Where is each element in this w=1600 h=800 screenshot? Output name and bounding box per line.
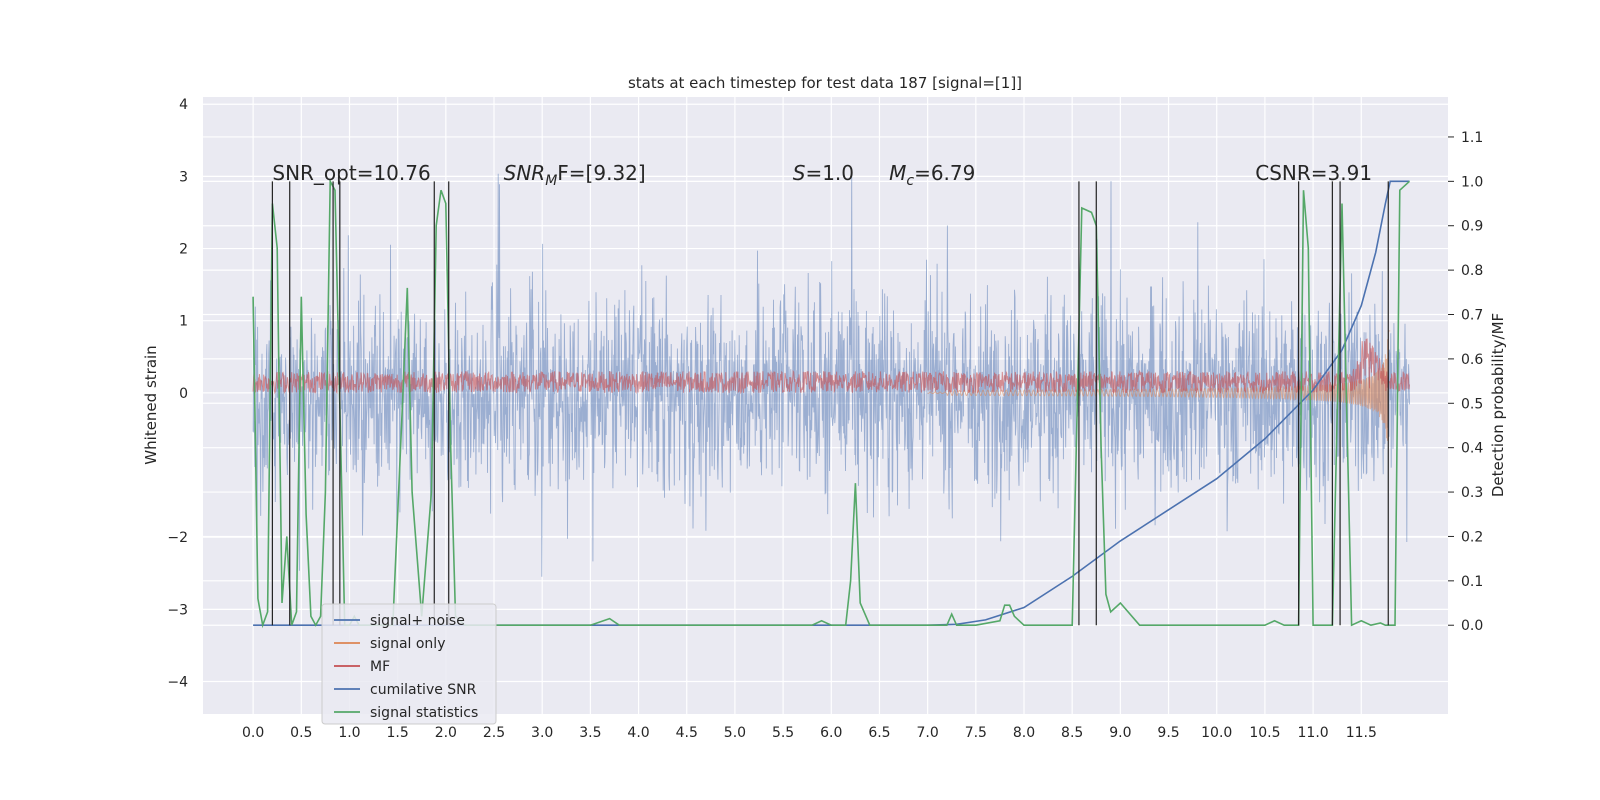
x-tick-label: 3.0 xyxy=(531,725,553,741)
x-tick-label: 9.0 xyxy=(1109,725,1131,741)
y2-tick-label: 0.6 xyxy=(1461,352,1483,368)
x-tick-label: 6.0 xyxy=(820,725,842,741)
x-tick-label: 10.5 xyxy=(1249,725,1280,741)
y2-tick-label: 0.4 xyxy=(1461,441,1483,457)
y2-tick-label: 1.1 xyxy=(1461,130,1483,146)
annotation-mc: Mc=6.79 xyxy=(889,161,975,189)
x-tick-label: 9.5 xyxy=(1157,725,1179,741)
vline-layer xyxy=(271,181,1389,626)
series-signal-noise xyxy=(252,168,1410,577)
chart-title: stats at each timestep for test data 187… xyxy=(628,74,1022,92)
series-cumulative-snr xyxy=(253,180,1410,626)
x-tick-label: 6.5 xyxy=(868,725,890,741)
x-tick-label: 2.0 xyxy=(435,725,457,741)
x-tick-label: 8.5 xyxy=(1061,725,1083,741)
x-tick-label: 8.0 xyxy=(1013,725,1035,741)
series-mf xyxy=(252,338,1410,395)
y-tick-label: −4 xyxy=(167,675,188,691)
legend-box xyxy=(321,603,497,725)
y2-tick-label: 0.2 xyxy=(1461,529,1483,545)
y-tick-label: 1 xyxy=(179,314,188,330)
series-signal-statistics xyxy=(252,178,1411,629)
y2-tick-label: 0.0 xyxy=(1461,618,1483,634)
y-tick-label: −2 xyxy=(167,530,188,546)
y-tick-label: 4 xyxy=(179,97,188,113)
x-tick-label: 1.5 xyxy=(387,725,409,741)
x-tick-label: 5.0 xyxy=(724,725,746,741)
legend-label: signal only xyxy=(370,636,445,652)
x-tick-label: 4.0 xyxy=(627,725,649,741)
grid-layer xyxy=(203,97,1448,714)
annotation-csnr: CSNR=3.91 xyxy=(1255,161,1372,185)
y2-tick-label: 1.0 xyxy=(1461,174,1483,190)
legend: signal+ noise signal only MF cumilative SNR… xyxy=(321,603,497,725)
y2-tick-label: 0.8 xyxy=(1461,263,1483,279)
legend-label: cumilative SNR xyxy=(370,682,477,698)
y-axis-label: Whitened strain xyxy=(142,345,160,464)
x-tick-label: 0.5 xyxy=(290,725,312,741)
annotation-snr_mf: SNRMF=[9.32] xyxy=(504,161,646,189)
y-tick-label: −3 xyxy=(167,602,188,618)
legend-label: MF xyxy=(370,659,390,675)
x-tick-label: 1.0 xyxy=(338,725,360,741)
x-tick-label: 7.5 xyxy=(965,725,987,741)
data-layer xyxy=(252,168,1411,629)
y-tick-label: 3 xyxy=(179,169,188,185)
y2-tick-label: 0.1 xyxy=(1461,574,1483,590)
x-tick-label: 3.5 xyxy=(579,725,601,741)
y2-tick-label: 0.9 xyxy=(1461,219,1483,235)
x-tick-label: 5.5 xyxy=(772,725,794,741)
x-tick-label: 4.5 xyxy=(676,725,698,741)
y2-axis-label: Detection probability/MF xyxy=(1489,313,1507,497)
x-tick-label: 0.0 xyxy=(242,725,264,741)
annotation-layer: SNR_opt=10.76 SNRMF=[9.32] S=1.0 Mc=6.79 CSN… xyxy=(272,161,1372,189)
y2-tick-label: 0.7 xyxy=(1461,308,1483,324)
tick-layer: 0.0 0.5 1.0 1.5 2.0 2.5 3.0 3.5 4.0 4.5 5.0 5.5 6.0 6… xyxy=(167,97,1483,741)
annotation-s: S=1.0 xyxy=(793,161,854,185)
x-tick-label: 7.0 xyxy=(917,725,939,741)
legend-label: signal statistics xyxy=(370,705,478,721)
annotation-snr_opt: SNR_opt=10.76 xyxy=(272,161,430,185)
legend-label: signal+ noise xyxy=(370,613,465,629)
y-tick-label: 2 xyxy=(179,242,188,258)
y2-tick-label: 0.5 xyxy=(1461,396,1483,412)
y2-tick-label: 0.3 xyxy=(1461,485,1483,501)
x-tick-label: 2.5 xyxy=(483,725,505,741)
x-tick-label: 11.0 xyxy=(1298,725,1329,741)
y-tick-label: 0 xyxy=(179,386,188,402)
x-tick-label: 11.5 xyxy=(1346,725,1377,741)
x-tick-label: 10.0 xyxy=(1201,725,1232,741)
